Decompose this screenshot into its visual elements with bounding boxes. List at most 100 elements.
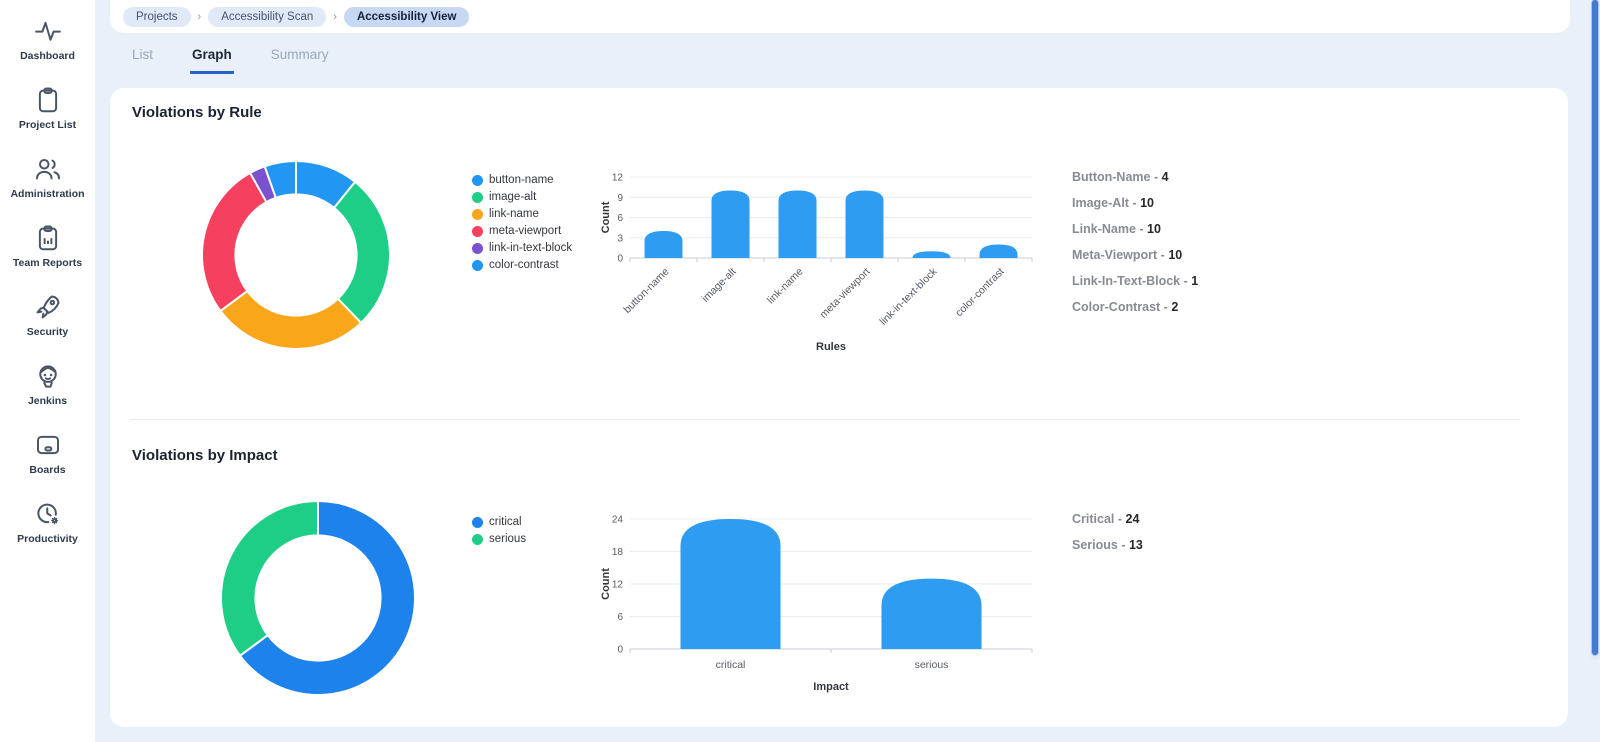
chart-text: 0: [617, 645, 623, 656]
donut-segment-link-name[interactable]: [219, 290, 363, 350]
donut-segment-image-alt[interactable]: [333, 180, 391, 324]
legend-label: link-name: [489, 208, 539, 220]
chart-text: 24: [612, 515, 624, 526]
chart-text: 0: [617, 254, 623, 265]
users-icon: [35, 158, 60, 180]
chart-text: link-name: [765, 266, 806, 307]
legend-item-critical[interactable]: critical: [472, 516, 526, 528]
breadcrumb-pill-projects[interactable]: Projects: [123, 6, 191, 27]
donut-segment-color-contrast[interactable]: [263, 160, 297, 199]
sidebar-item-label: Project List: [18, 119, 77, 131]
chart-text: color-contrast: [953, 266, 1007, 320]
legend-item-link-in-text-block[interactable]: link-in-text-block: [472, 242, 572, 254]
sidebar-item-productivity[interactable]: Productivity: [0, 499, 95, 568]
chart-text: 6: [617, 213, 623, 224]
chart-text: 12: [612, 173, 624, 184]
sidebar-item-jenkins[interactable]: Jenkins: [0, 361, 95, 430]
sidebar-item-label: Security: [26, 326, 69, 338]
bar-button-name[interactable]: [644, 231, 683, 258]
rule-donut-chart: [201, 160, 391, 350]
clipboard-icon: [38, 87, 57, 113]
sidebar-item-dashboard[interactable]: Dashboard: [0, 16, 95, 85]
chart-text: 3: [617, 233, 623, 244]
summary-item: Link-In-Text-Block - 1: [1072, 274, 1198, 288]
bar-link-in-text-block[interactable]: [912, 251, 951, 258]
bar-critical[interactable]: [680, 519, 781, 649]
chart-text: link-in-text-block: [877, 265, 940, 328]
summary-item: Button-Name - 4: [1072, 170, 1198, 184]
bar-serious[interactable]: [881, 578, 982, 649]
sidebar-item-team-reports[interactable]: Team Reports: [0, 223, 95, 292]
breadcrumb-pill-accessibility-scan[interactable]: Accessibility Scan: [208, 6, 327, 27]
legend-label: serious: [489, 533, 527, 545]
sidebar-item-label: Productivity: [17, 533, 78, 545]
activity-icon: [34, 21, 61, 41]
legend-item-link-name[interactable]: link-name: [472, 208, 572, 220]
section-title-violations-by-impact: Violations by Impact: [132, 447, 278, 464]
clock-gear-icon: [36, 503, 58, 525]
summary-item: Color-Contrast - 2: [1072, 300, 1198, 314]
chart-text: button-name: [621, 266, 671, 316]
impact-donut-chart: [220, 500, 416, 696]
tab-list[interactable]: List: [132, 47, 154, 62]
legend-item-color-contrast[interactable]: color-contrast: [472, 259, 572, 271]
summary-value: 10: [1140, 196, 1154, 210]
tab-summary[interactable]: Summary: [270, 47, 329, 62]
sidebar-item-security[interactable]: Security: [0, 292, 95, 361]
sidebar: Dashboard Project List Administration: [0, 0, 95, 742]
summary-label: Critical -: [1072, 512, 1126, 526]
section-divider: [130, 419, 1520, 420]
sidebar-item-project-list[interactable]: Project List: [0, 85, 95, 154]
legend-dot: [472, 191, 483, 203]
section-title-violations-by-rule: Violations by Rule: [132, 104, 262, 121]
summary-value: 1: [1191, 274, 1199, 288]
legend-dot: [472, 225, 483, 237]
sidebar-item-boards[interactable]: Boards: [0, 430, 95, 499]
content-card: Violations by Rule button-name image-alt l…: [110, 88, 1568, 727]
bar-image-alt[interactable]: [711, 190, 750, 259]
donut-segment-meta-viewport[interactable]: [201, 171, 268, 312]
summary-item: Critical - 24: [1072, 512, 1143, 526]
chart-text: Impact: [813, 681, 849, 693]
donut-segment-serious[interactable]: [220, 500, 319, 657]
summary-label: Color-Contrast -: [1072, 300, 1172, 314]
legend-label: meta-viewport: [489, 225, 562, 237]
legend-item-image-alt[interactable]: image-alt: [472, 191, 572, 203]
tab-graph[interactable]: Graph: [190, 47, 234, 74]
summary-label: Serious -: [1072, 538, 1129, 552]
legend-item-meta-viewport[interactable]: meta-viewport: [472, 225, 572, 237]
summary-value: 10: [1168, 248, 1183, 262]
legend-dot: [472, 259, 483, 271]
impact-summary: Critical - 24 Serious - 13: [1072, 512, 1143, 564]
donut-segment-critical[interactable]: [239, 500, 416, 696]
legend-item-serious[interactable]: serious: [472, 533, 526, 545]
legend-item-button-name[interactable]: button-name: [472, 174, 572, 186]
legend-dot: [472, 208, 483, 220]
chart-text: meta-viewport: [818, 266, 873, 321]
summary-item: Serious - 13: [1072, 538, 1143, 552]
legend-dot: [472, 516, 483, 528]
legend-label: critical: [489, 516, 522, 528]
summary-label: Link-In-Text-Block -: [1072, 274, 1192, 288]
summary-label: Link-Name -: [1072, 222, 1148, 236]
chart-text: 12: [612, 580, 624, 591]
bar-color-contrast[interactable]: [979, 244, 1018, 259]
breadcrumb-separator: ›: [197, 10, 202, 23]
summary-label: Image-Alt -: [1072, 196, 1141, 210]
chart-text: 18: [612, 547, 624, 558]
sidebar-item-administration[interactable]: Administration: [0, 154, 95, 223]
legend-label: button-name: [489, 174, 554, 186]
tab-bar: List Graph Summary: [130, 47, 331, 74]
bar-link-name[interactable]: [778, 190, 817, 259]
bar-meta-viewport[interactable]: [845, 190, 884, 259]
rocket-icon: [36, 295, 59, 319]
chart-text: critical: [716, 659, 746, 671]
breadcrumb-pill-accessibility-view[interactable]: Accessibility View: [343, 6, 470, 27]
summary-label: Button-Name -: [1072, 170, 1162, 184]
summary-item: Link-Name - 10: [1072, 222, 1198, 236]
vertical-scrollbar-thumb[interactable]: [1592, 0, 1598, 655]
breadcrumb-separator: ›: [333, 10, 337, 23]
sidebar-item-label: Dashboard: [20, 50, 75, 62]
board-icon: [36, 435, 59, 455]
chart-text: image-alt: [700, 266, 739, 305]
